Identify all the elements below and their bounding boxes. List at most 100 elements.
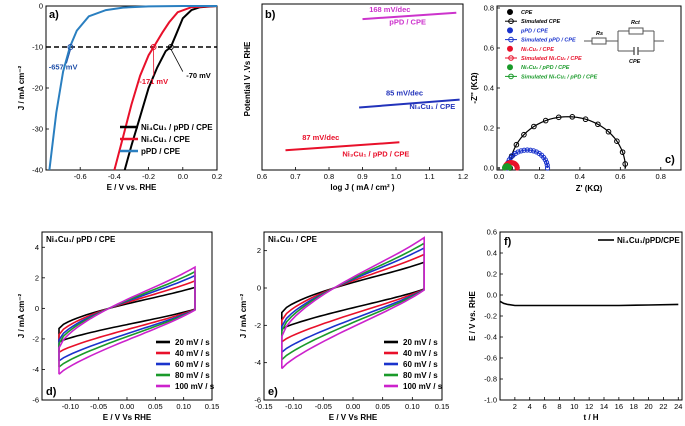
panel-b-xlabel: log J ( mA / cm² ) <box>330 183 394 192</box>
panel-c-point-1-14 <box>515 149 521 155</box>
panel-c-point-0-12 <box>531 123 537 130</box>
panel-c-y-tick-label: 0.8 <box>484 4 494 13</box>
panel-c-point-1-38 <box>544 162 550 168</box>
panel-a-x-tick-label: -0.2 <box>142 172 155 181</box>
panel-e-ylabel: J / mA cm⁻² <box>239 293 248 338</box>
panel-c-legend-marker-2 <box>507 27 513 34</box>
panel-a-annotation-1: -171 mV <box>139 77 168 86</box>
panel-f-y-tick-label: 0.4 <box>487 249 497 258</box>
panel-d-legend-label-4: 100 mV / s <box>175 382 215 391</box>
panel-e-legend-label-2: 60 mV / s <box>403 360 438 369</box>
panel-c-point-0-18 <box>555 114 562 121</box>
panel-c-point-0-6 <box>513 141 520 148</box>
panel-c-point-0-36 <box>619 149 626 155</box>
panel-c-point-0-9 <box>521 131 527 138</box>
panel-c-point-0-15 <box>542 117 549 124</box>
panel-e-x-tick-label: -0.10 <box>285 402 302 411</box>
panel-b-series-label-0: pPD / CPE <box>389 18 426 27</box>
panel-c-y-tick-label: 0.2 <box>484 124 494 133</box>
panel-c-x-tick-label: 0.8 <box>656 172 666 181</box>
panel-c-ylabel: -Z'' (KΩ) <box>470 72 479 103</box>
panel-d-series-4 <box>58 265 196 375</box>
panel-e-x-tick-label: 0.15 <box>435 402 450 411</box>
panel-c-legend-marker-6 <box>507 64 513 71</box>
panel-d-x-tick-label: 0.15 <box>205 402 220 411</box>
panel-c-legend-open-marker-5 <box>508 55 514 61</box>
panel-d-x-tick-label: 0.05 <box>148 402 163 411</box>
panel-a-arrow-0 <box>66 49 71 64</box>
circuit-rs <box>591 37 607 45</box>
panel-d-x-tick-label: 0.10 <box>176 402 191 411</box>
panel-b-label: b) <box>265 9 276 21</box>
panel-a-annotation-0: -657 mV <box>49 63 78 72</box>
panel-b-x-tick-label: 1.0 <box>391 172 401 181</box>
panel-f-x-tick-label: 20 <box>644 402 652 411</box>
panel-f-y-tick-label: -0.2 <box>484 312 497 321</box>
panel-b-x-tick-label: 0.7 <box>290 172 300 181</box>
panel-d-label: d) <box>46 386 57 398</box>
panel-f-x-tick-label: 10 <box>570 402 578 411</box>
panel-c-y-tick-label: 0.0 <box>484 164 494 173</box>
circuit-rct <box>628 27 644 35</box>
panel-a-xlabel: E / V vs. RHE <box>107 183 157 192</box>
panel-c-legend-label-1: Simulated CPE <box>521 19 560 25</box>
panel-c-x-tick-label: 0.2 <box>534 172 544 181</box>
panel-f-x-tick-label: 6 <box>542 402 546 411</box>
panel-f-y-tick-label: -0.8 <box>484 375 497 384</box>
panel-e-legend-label-1: 40 mV / s <box>403 349 438 358</box>
panel-c-label: c) <box>665 154 675 166</box>
panel-a-legend-label-0: Ni₄Cu₁ / pPD / CPE <box>141 123 213 132</box>
panel-e-legend-label-0: 20 mV / s <box>403 338 438 347</box>
panel-e-x-tick-label: -0.05 <box>315 402 332 411</box>
panel-a-annotation-2: -70 mV <box>186 71 211 80</box>
panel-c-point-1-12 <box>512 150 519 157</box>
panel-a-series-0 <box>123 5 218 171</box>
panel-d-x-tick-label: -0.10 <box>62 402 79 411</box>
panel-c-point-0-33 <box>614 138 620 144</box>
panel-f-x-tick-label: 22 <box>659 402 667 411</box>
panel-d-y-tick-label: -4 <box>32 365 39 374</box>
panel-a-legend-label-1: Ni₄Cu₁ / CPE <box>141 135 191 144</box>
panel-b-x-tick-label: 0.8 <box>324 172 334 181</box>
panel-c-point-1-34 <box>542 157 548 163</box>
panel-e-x-tick-label: 0.00 <box>346 402 361 411</box>
panel-c-point-1-40 <box>544 165 551 171</box>
panel-a-y-tick-label: -10 <box>32 43 43 52</box>
circuit-cpe-label: CPE <box>629 59 641 65</box>
panel-c-legend-label-0: CPE <box>521 10 533 16</box>
panel-f-ylabel: E / V vs. RHE <box>468 290 477 340</box>
panel-a-marker-0 <box>67 44 74 50</box>
panel-e-y-tick-label: -4 <box>254 358 261 367</box>
panel-c-legend-open-marker-3 <box>508 36 514 43</box>
panel-c-point-1-20 <box>524 147 530 153</box>
panel-c-legend-open-marker-7 <box>508 73 514 80</box>
panel-a-label: a) <box>49 9 59 21</box>
panel-f-x-tick-label: 2 <box>513 402 517 411</box>
panel-d-x-tick-label: 0.00 <box>120 402 135 411</box>
panel-c-legend-label-2: pPD / CPE <box>520 28 548 34</box>
panel-f-y-tick-label: 0.2 <box>487 270 497 279</box>
panel-c-point-0-27 <box>595 121 601 128</box>
panel-a-x-tick-label: 0.2 <box>212 172 222 181</box>
panel-f-x-tick-label: 8 <box>557 402 561 411</box>
panel-d-xlabel: E / V Vs RHE <box>103 413 152 422</box>
panel-c-legend-label-5: Simulated Ni₄Cu₁ / CPE <box>521 56 582 62</box>
panel-c-point-1-24 <box>530 148 537 154</box>
panel-a-marker-1 <box>150 44 157 50</box>
panel-a-y-tick-label: -30 <box>32 125 43 134</box>
panel-a-x-tick-label: 0.0 <box>178 172 188 181</box>
panel-d-legend-label-0: 20 mV / s <box>175 338 210 347</box>
panel-a-y-tick-label: -40 <box>32 166 43 175</box>
panel-a-ylabel: J / mA cm⁻² <box>17 65 26 110</box>
panel-c-point-1-36 <box>543 159 550 166</box>
panel-c-point-0-30 <box>605 128 612 135</box>
panel-e-legend-label-4: 100 mV / s <box>403 382 443 391</box>
panel-d-legend-label-3: 80 mV / s <box>175 371 210 380</box>
panel-a-series-2 <box>48 5 217 171</box>
panel-f-y-tick-label: -1.0 <box>484 396 497 405</box>
panel-b-series-0 <box>362 11 457 21</box>
panel-e-y-tick-label: 2 <box>257 246 261 255</box>
panel-c-fit-0 <box>509 116 627 169</box>
panel-f-y-tick-label: -0.6 <box>484 354 497 363</box>
